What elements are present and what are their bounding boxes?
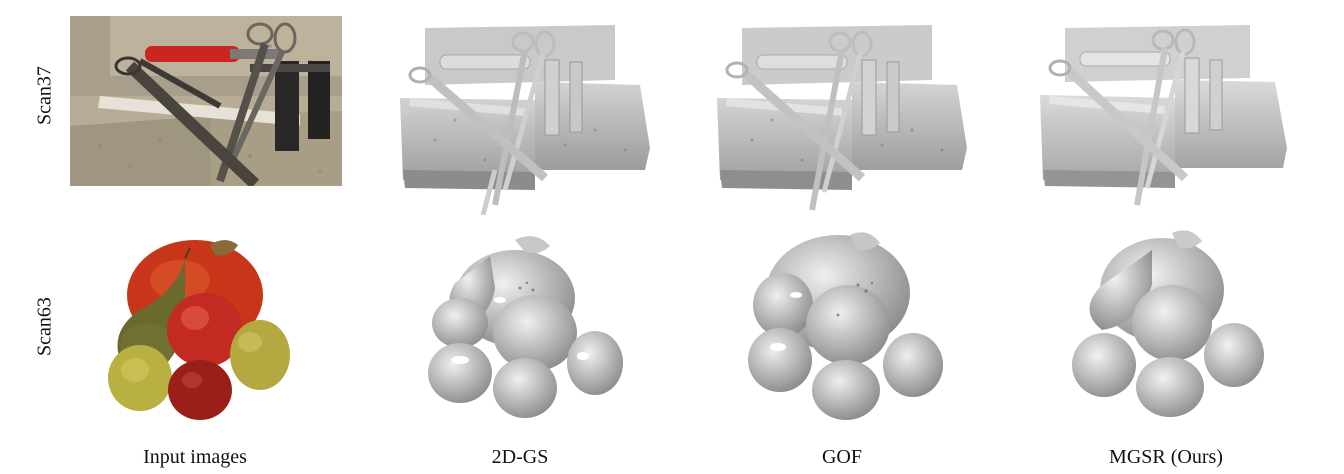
scan37-gof-mesh [712,20,977,215]
column-label-input-images: Input images [143,446,247,468]
scan63-mgsr-mesh [1062,225,1272,423]
scan63-gof-mesh [738,225,953,423]
scan37-input-image [70,16,342,186]
scan63-2dgs-mesh [415,228,630,423]
column-label-gof: GOF [821,446,862,468]
scan37-2dgs-mesh [395,20,660,215]
scan63-input-image [100,230,300,425]
row-label-scan63: Scan63 [33,297,56,356]
column-label-mgsr: MGSR (Ours) [1109,446,1223,468]
column-label-2dgs: 2D-GS [491,446,549,468]
row-label-scan37: Scan37 [33,66,56,125]
scan37-mgsr-mesh [1035,20,1300,215]
